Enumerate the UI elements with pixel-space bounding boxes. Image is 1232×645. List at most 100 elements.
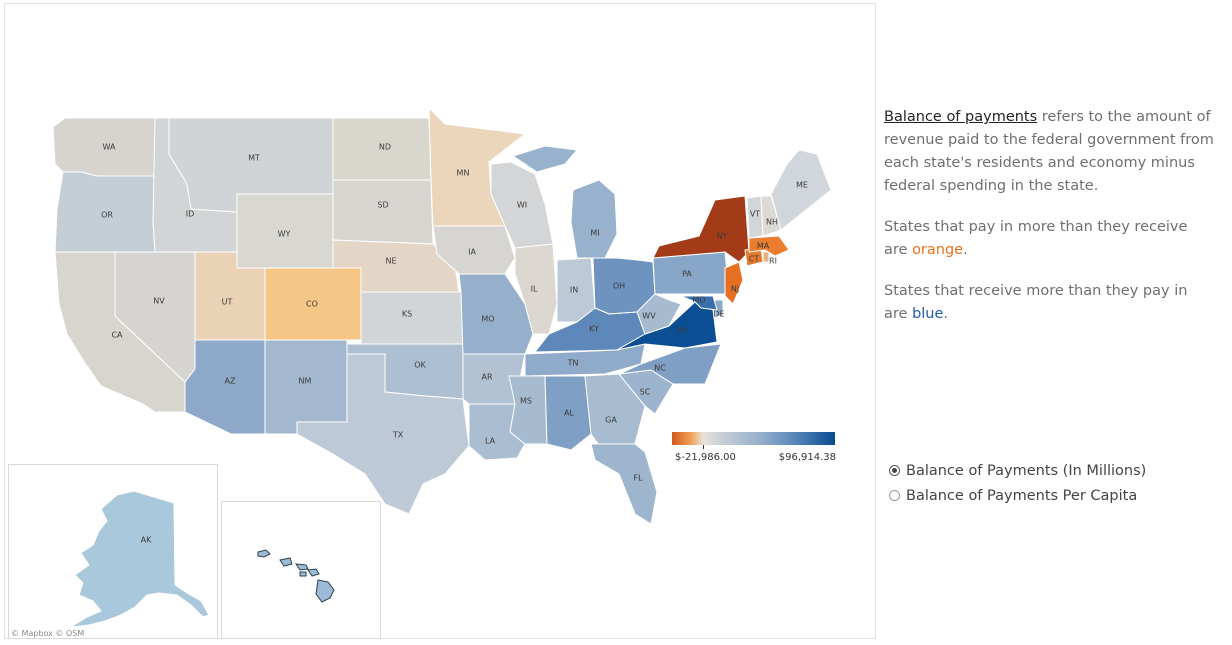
description-p1-rest: refers to the amount of revenue paid to … [884, 109, 1214, 194]
state-label-id: ID [186, 210, 195, 219]
term-link[interactable]: Balance of payments [884, 109, 1038, 125]
map-attribution: © Mapbox © OSM [11, 629, 85, 638]
state-label-al: AL [564, 409, 574, 418]
state-mo[interactable] [458, 273, 534, 355]
state-label-ct: CT [749, 255, 760, 264]
state-label-ky: KY [589, 325, 599, 334]
description-p2-post: . [963, 242, 968, 258]
state-label-wv: WV [642, 312, 656, 321]
state-label-ri: RI [769, 257, 777, 266]
state-label-fl: FL [633, 474, 643, 483]
radio-button-per-capita[interactable] [889, 490, 900, 501]
state-label-vt: VT [750, 210, 760, 219]
state-al[interactable] [544, 375, 592, 451]
alaska-inset-map: AK [70, 490, 210, 628]
state-ri[interactable] [762, 251, 770, 263]
labels-layer: WA OR CA NV ID MT WY UT AZ CO NM ND SD NE KS OK TX MN IA MO… [101, 143, 808, 483]
radio-option-millions[interactable]: Balance of Payments (In Millions) [889, 458, 1146, 483]
legend-max-label: $96,914.38 [778, 452, 836, 463]
state-label-sd: SD [377, 201, 388, 210]
state-label-ma: MA [757, 242, 770, 251]
state-label-md: MD [692, 296, 705, 305]
state-label-ia: IA [468, 248, 476, 257]
state-label-in: IN [570, 286, 578, 295]
legend-gradient-bar [672, 432, 835, 445]
state-mi[interactable] [512, 145, 618, 259]
state-label-nd: ND [379, 143, 391, 152]
state-label-pa: PA [682, 270, 692, 279]
us-map[interactable]: WA OR CA NV ID MT WY UT AZ CO NM ND SD NE KS OK TX MN IA MO… [5, 4, 875, 638]
state-label-la: LA [485, 437, 496, 446]
state-label-sc: SC [640, 388, 651, 397]
state-label-ak: AK [141, 536, 152, 545]
description-p3-pre: States that receive more than they pay i… [884, 283, 1188, 322]
state-label-ok: OK [414, 361, 426, 370]
state-label-nj: NJ [731, 285, 739, 294]
state-ak[interactable] [70, 490, 210, 628]
state-label-de: DE [713, 310, 724, 319]
state-label-mn: MN [457, 169, 470, 178]
hawaii-inset[interactable] [221, 501, 381, 639]
state-label-or: OR [101, 211, 113, 220]
state-label-ne: NE [385, 257, 396, 266]
state-label-wy: WY [278, 230, 291, 239]
state-ma[interactable] [748, 235, 790, 257]
blue-word: blue [912, 306, 944, 322]
state-label-ut: UT [222, 298, 233, 307]
state-label-ny: NY [717, 232, 728, 241]
state-label-oh: OH [613, 282, 625, 291]
state-label-ms: MS [520, 397, 532, 406]
state-label-mt: MT [248, 154, 260, 163]
measure-radio-group[interactable]: Balance of Payments (In Millions) Balanc… [889, 458, 1146, 508]
description-paragraph-1: Balance of payments refers to the amount… [884, 106, 1214, 198]
state-label-mi: MI [590, 229, 599, 238]
state-label-az: AZ [225, 377, 236, 386]
description-p2-pre: States that pay in more than they receiv… [884, 219, 1188, 258]
state-label-co: CO [306, 300, 318, 309]
state-label-wi: WI [517, 201, 527, 210]
state-label-nm: NM [299, 377, 312, 386]
state-ms[interactable] [508, 375, 548, 445]
state-nm[interactable] [264, 339, 348, 435]
state-nj[interactable] [724, 261, 744, 305]
state-label-me: ME [796, 181, 808, 190]
orange-word: orange [912, 242, 964, 258]
radio-button-millions[interactable] [889, 465, 900, 476]
state-label-ga: GA [605, 416, 617, 425]
state-label-il: IL [531, 285, 538, 294]
state-label-tn: TN [567, 359, 579, 368]
state-az[interactable] [184, 339, 266, 435]
state-label-va: VA [677, 326, 688, 335]
state-label-wa: WA [103, 143, 116, 152]
radio-option-per-capita[interactable]: Balance of Payments Per Capita [889, 483, 1146, 508]
state-fl[interactable] [590, 443, 658, 525]
state-sd[interactable] [332, 179, 434, 245]
state-label-nh: NH [766, 218, 778, 227]
state-label-nv: NV [153, 297, 165, 306]
state-label-nc: NC [654, 364, 666, 373]
state-me[interactable] [770, 149, 832, 231]
state-hi[interactable] [257, 549, 335, 603]
legend-zero-tick [703, 445, 704, 449]
state-tx[interactable] [296, 353, 470, 515]
state-ny[interactable] [652, 195, 750, 263]
map-panel[interactable]: WA OR CA NV ID MT WY UT AZ CO NM ND SD NE KS OK TX MN IA MO… [4, 3, 876, 639]
description-panel: Balance of payments refers to the amount… [884, 106, 1214, 344]
radio-label-millions[interactable]: Balance of Payments (In Millions) [906, 462, 1147, 479]
state-label-mo: MO [481, 315, 494, 324]
state-label-tx: TX [392, 431, 404, 440]
state-label-ar: AR [481, 373, 492, 382]
description-p3-post: . [943, 306, 949, 322]
radio-label-per-capita[interactable]: Balance of Payments Per Capita [906, 487, 1138, 504]
state-de[interactable] [714, 299, 724, 317]
state-il[interactable] [514, 243, 558, 335]
states-layer [52, 107, 832, 525]
description-paragraph-2: States that pay in more than they receiv… [884, 216, 1214, 262]
hawaii-inset-map [257, 549, 335, 603]
alaska-inset[interactable]: AK [8, 464, 218, 639]
state-md[interactable] [680, 295, 718, 311]
description-paragraph-3: States that receive more than they pay i… [884, 280, 1214, 326]
state-label-ks: KS [402, 310, 412, 319]
state-label-ca: CA [111, 331, 123, 340]
legend-min-label: $-21,986.00 [675, 452, 736, 463]
